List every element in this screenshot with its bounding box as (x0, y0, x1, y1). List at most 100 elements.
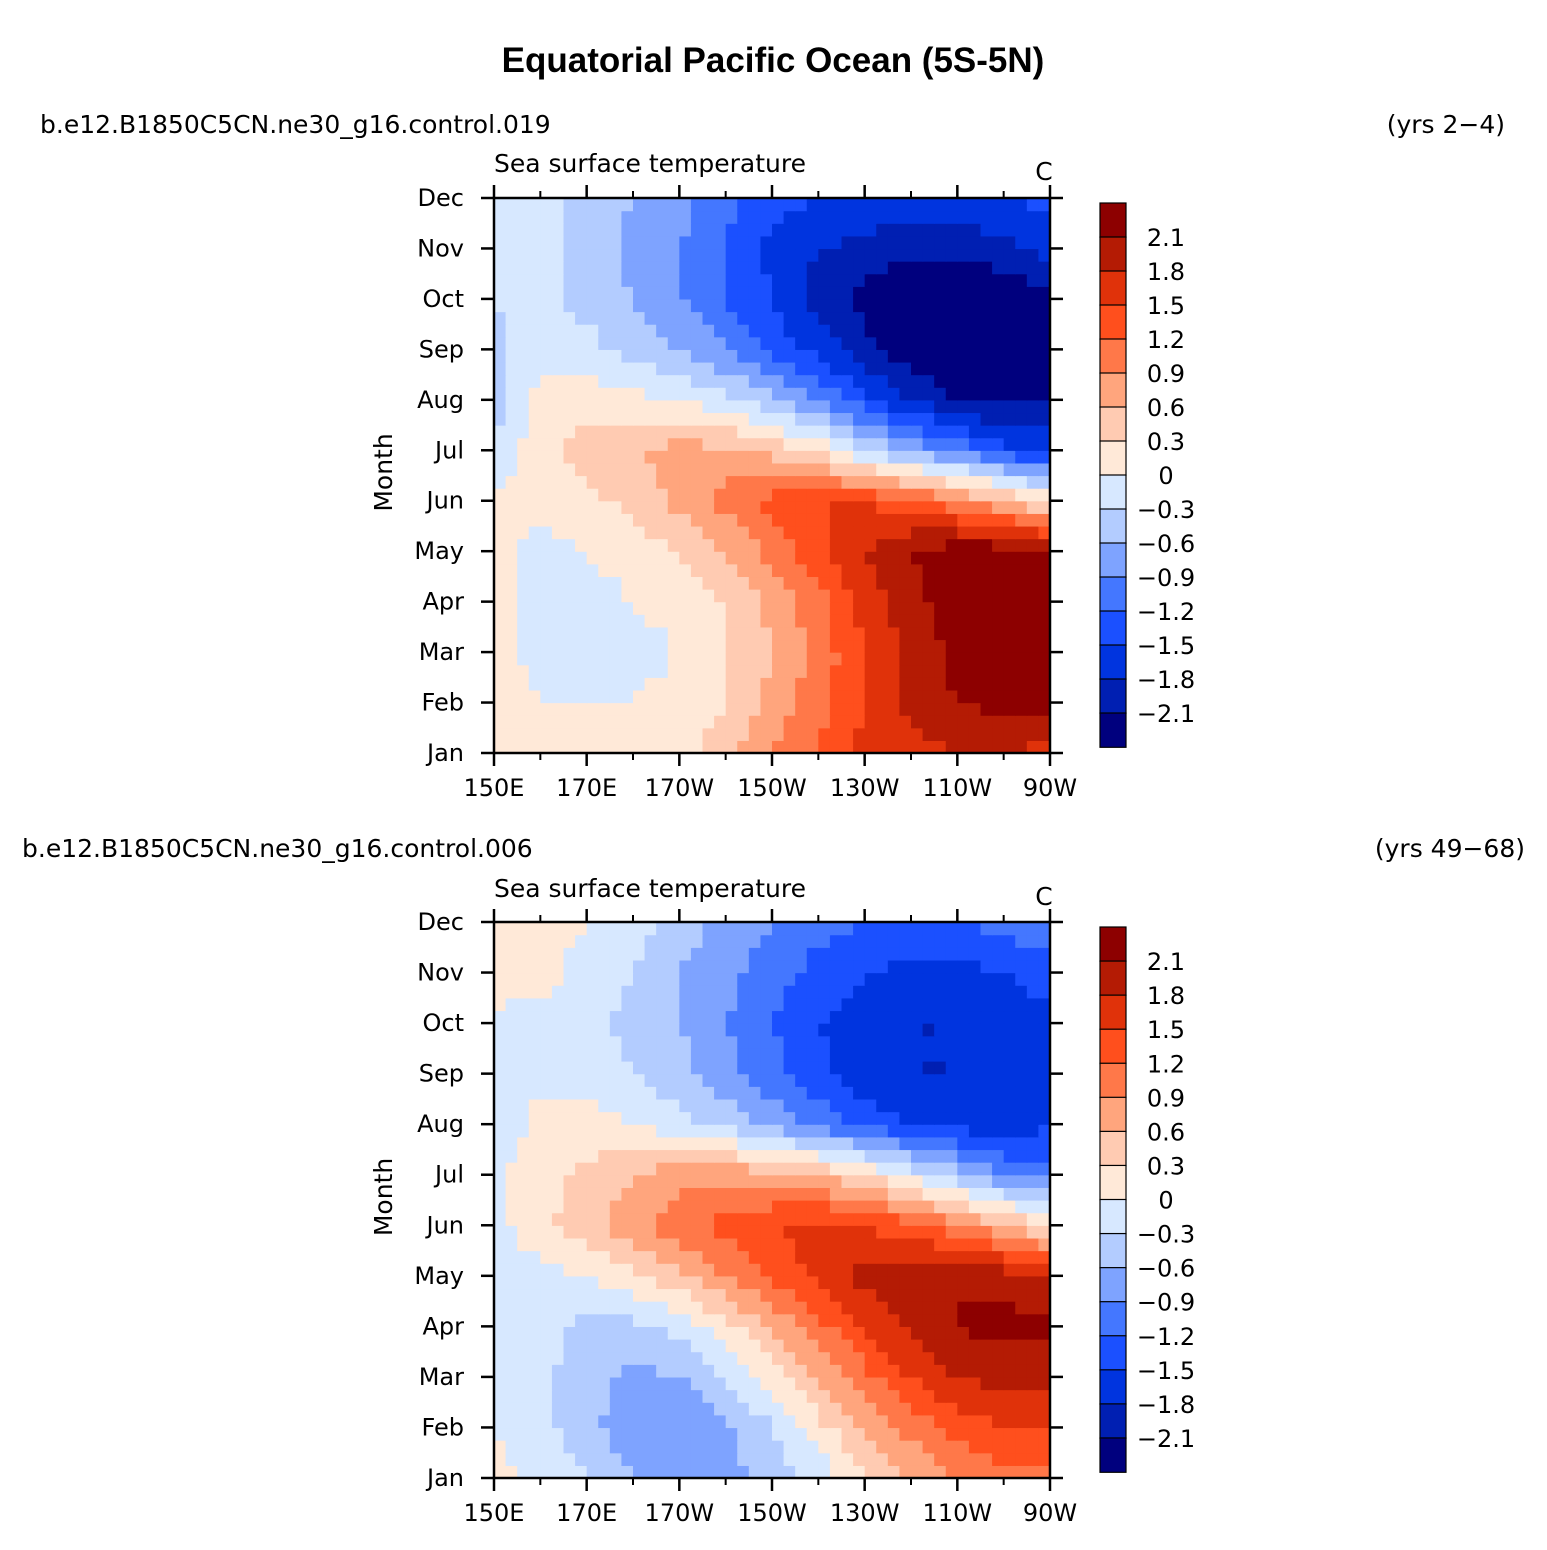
sst-cell (864, 1263, 877, 1277)
sst-cell (667, 399, 680, 414)
colorbar-box (1099, 994, 1127, 1031)
sst-cell (690, 563, 704, 578)
sst-cell (945, 1098, 958, 1113)
sst-cell (494, 223, 507, 237)
sst-cell (737, 689, 750, 704)
sst-cell (505, 614, 518, 628)
sst-cell (1003, 1098, 1016, 1113)
sst-cell (714, 652, 727, 666)
sst-cell (772, 1351, 785, 1365)
sst-cell (714, 261, 727, 275)
sst-cell (1026, 437, 1040, 451)
sst-cell (922, 1136, 935, 1151)
sst-cell (702, 947, 715, 961)
sst-cell (911, 475, 924, 489)
sst-cell (887, 677, 901, 691)
sst-cell (957, 1339, 970, 1353)
sst-cell (841, 488, 854, 502)
sst-cell (598, 639, 611, 653)
sst-cell (841, 1061, 854, 1075)
sst-cell (528, 223, 541, 237)
sst-cell (853, 1023, 866, 1037)
sst-cell (633, 324, 646, 338)
sst-cell (841, 626, 854, 641)
sst-cell (899, 1136, 912, 1151)
sst-cell (737, 576, 750, 590)
sst-cell (551, 399, 565, 414)
sst-cell (841, 538, 854, 552)
sst-cell (783, 1452, 796, 1466)
sst-cell (586, 425, 599, 439)
sst-cell (818, 210, 831, 224)
sst-cell (609, 513, 623, 527)
x-tick-label: 110W (923, 1499, 993, 1527)
sst-cell (922, 715, 935, 729)
sst-cell (505, 1427, 518, 1441)
sst-cell (551, 500, 565, 514)
sst-cell (598, 425, 611, 439)
sst-cell (633, 997, 646, 1012)
sst-cell (633, 1339, 646, 1353)
sst-cell (737, 639, 750, 653)
sst-cell (795, 387, 808, 401)
sst-cell (1015, 959, 1028, 974)
sst-cell (818, 1288, 831, 1302)
sst-cell (575, 576, 588, 590)
sst-cell (725, 689, 738, 704)
sst-cell (957, 922, 970, 936)
sst-cell (725, 286, 738, 300)
sst-cell (690, 1187, 704, 1201)
sst-cell (957, 1313, 970, 1327)
sst-cell (818, 399, 831, 414)
sst-cell (725, 1149, 738, 1163)
sst-cell (911, 462, 924, 477)
sst-cell (586, 614, 599, 628)
sst-cell (551, 1351, 565, 1365)
sst-cell (864, 985, 877, 999)
sst-cell (806, 1048, 819, 1062)
sst-cell (957, 450, 970, 464)
sst-cell (945, 223, 958, 237)
sst-cell (887, 922, 901, 936)
sst-cell (818, 626, 831, 641)
sst-cell (841, 727, 854, 741)
panel-1: b.e12.B1850C5CN.ne30_g16.control.019 (yrs… (40, 110, 1505, 802)
sst-cell (760, 198, 773, 212)
sst-cell (980, 349, 993, 363)
sst-cell (760, 525, 773, 540)
sst-cell (667, 1149, 680, 1163)
sst-cell (679, 589, 692, 603)
sst-cell (1026, 399, 1040, 414)
sst-cell (517, 1010, 530, 1024)
sst-cell (899, 450, 912, 464)
sst-cell (656, 1136, 669, 1151)
sst-cell (922, 947, 935, 961)
sst-cell (864, 462, 877, 477)
sst-cell (609, 1174, 623, 1188)
sst-cell (633, 198, 646, 212)
sst-cell (563, 412, 576, 426)
sst-cell (633, 1162, 646, 1176)
sst-cell (783, 652, 796, 666)
sst-cell (551, 1465, 565, 1479)
sst-cell (818, 1389, 831, 1403)
sst-cell (1026, 677, 1040, 691)
sst-cell (968, 425, 982, 439)
sst-cell (968, 488, 982, 502)
sst-cell (864, 450, 877, 464)
sst-cell (598, 1313, 611, 1327)
sst-cell (992, 1376, 1005, 1391)
sst-cell (551, 589, 565, 603)
sst-cell (957, 198, 970, 212)
sst-cell (679, 1010, 692, 1024)
sst-cell (598, 387, 611, 401)
sst-cell (644, 652, 657, 666)
sst-cell (528, 1427, 541, 1441)
sst-cell (911, 997, 924, 1012)
sst-cell (563, 985, 576, 999)
sst-cell (1026, 374, 1040, 388)
sst-cell (667, 715, 680, 729)
sst-cell (505, 210, 518, 224)
sst-cell (540, 1452, 553, 1466)
sst-cell (528, 1073, 541, 1087)
